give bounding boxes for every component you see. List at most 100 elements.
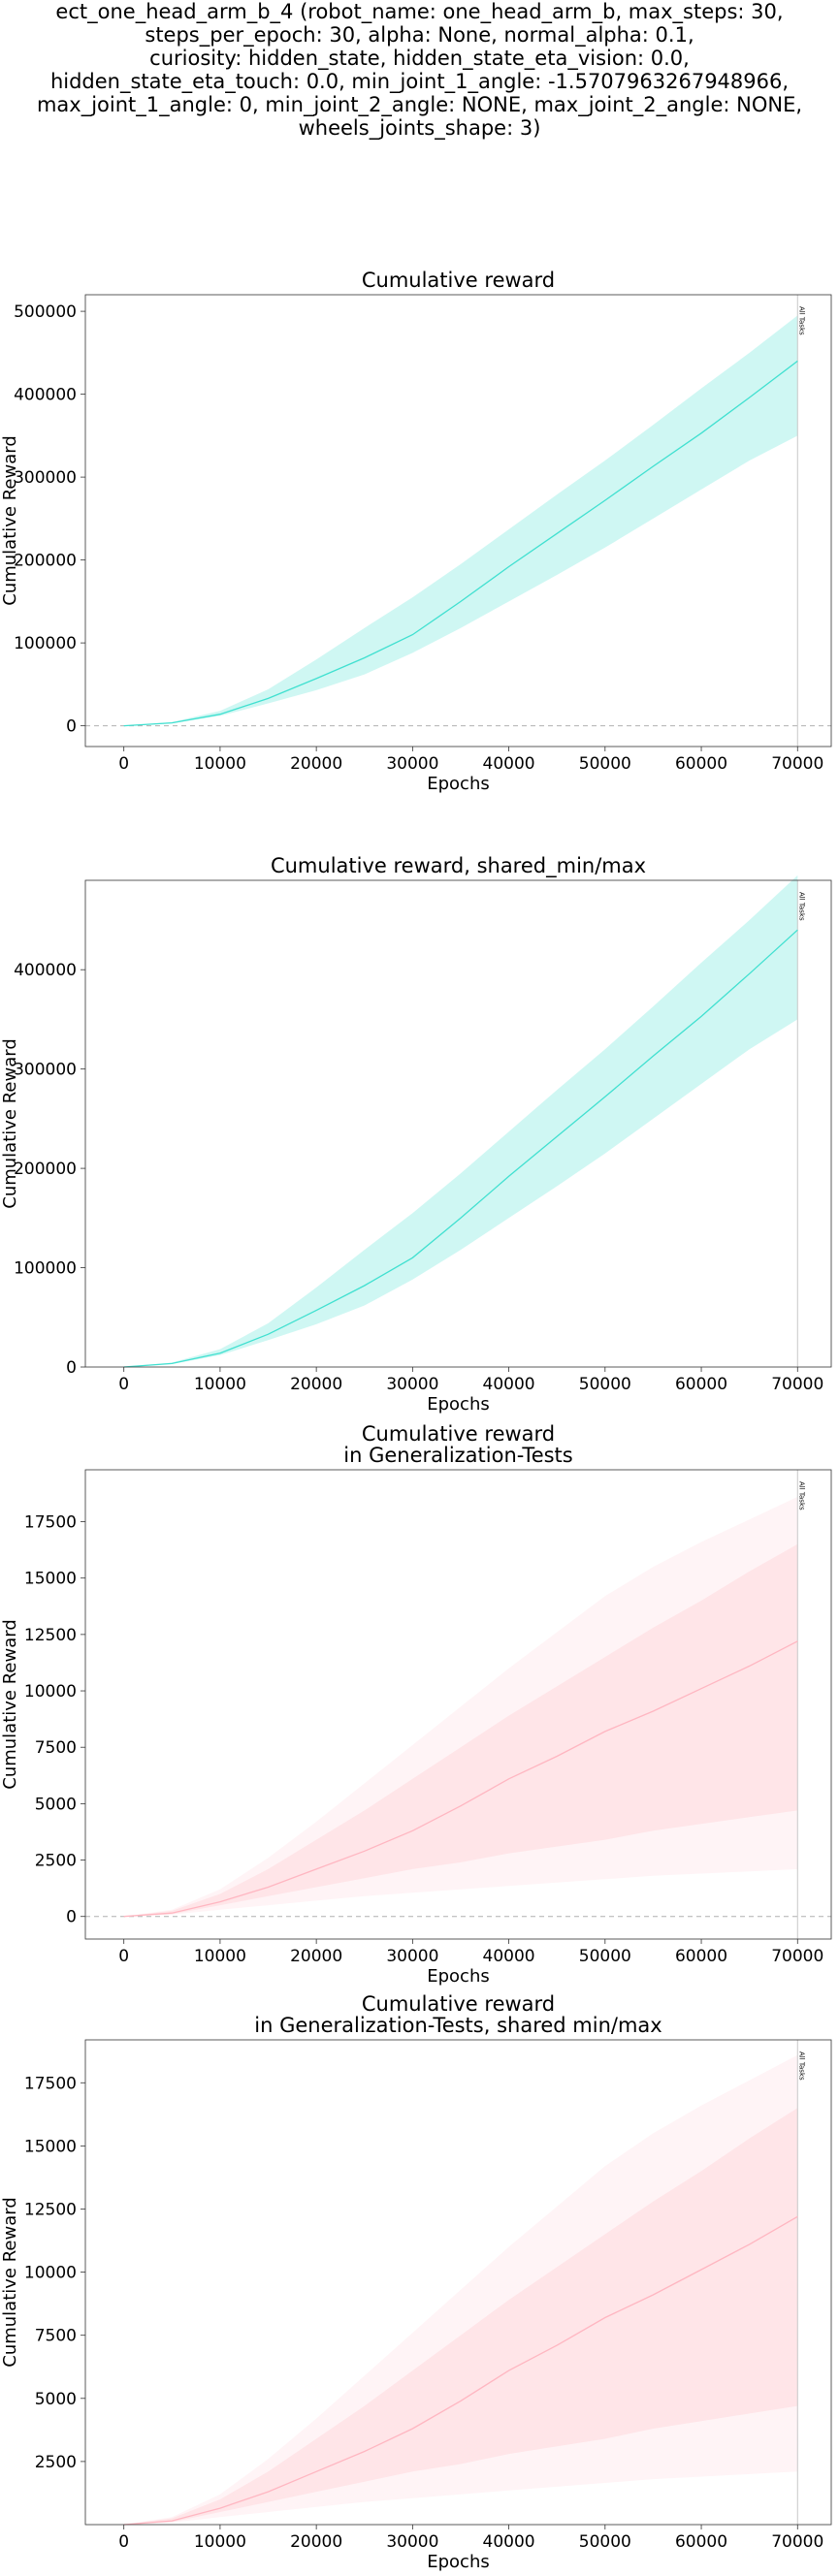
y-tick-label: 300000 (14, 1061, 77, 1080)
figure-suptitle: ect_one_head_arm_b_4 (robot_name: one_he… (0, 0, 839, 140)
x-tick-label: 20000 (290, 1947, 342, 1966)
x-tick-label: 60000 (675, 1375, 727, 1394)
suptitle-line: hidden_state_eta_touch: 0.0, min_joint_1… (49, 70, 790, 93)
x-tick-label: 40000 (483, 1375, 535, 1394)
x-tick-label: 20000 (290, 754, 342, 774)
suptitle-line: wheels_joints_shape: 3) (298, 116, 541, 140)
x-tick-label: 20000 (290, 2532, 342, 2552)
plot-frame (84, 879, 832, 1368)
x-axis-label: Epochs (427, 774, 490, 794)
chart-cumulative-reward-shared: Cumulative reward, shared_min/max All Tas… (0, 854, 832, 1415)
y-tick-label: 0 (66, 1908, 77, 1927)
x-axis-label: Epochs (427, 1394, 490, 1415)
std-band (123, 875, 798, 1367)
y-tick-label: 300000 (14, 468, 77, 488)
chart-cumulative-reward: Cumulative reward All Tasks 0 10000 20000 300… (0, 269, 832, 794)
mean-series-line (123, 2215, 798, 2526)
mean-series-line (123, 1640, 798, 1918)
x-tick-label: 40000 (483, 1947, 535, 1966)
y-tick-label: 500000 (14, 302, 77, 322)
x-tick-label: 50000 (579, 754, 631, 774)
y-tick-label: 17500 (24, 1513, 77, 1533)
chart-title: in Generalization-Tests, shared min/max (254, 2014, 662, 2037)
x-tick-label: 10000 (194, 2532, 246, 2552)
y-axis-label: Cumulative Reward (0, 1038, 20, 1209)
y-tick-label: 15000 (24, 2137, 77, 2156)
x-tick-label: 0 (118, 1375, 129, 1394)
x-tick-label: 30000 (386, 2532, 438, 2552)
x-tick-label: 30000 (386, 754, 438, 774)
x-tick-label: 50000 (579, 1947, 631, 1966)
y-tick-label: 12500 (24, 2200, 77, 2219)
y-tick-label: 0 (66, 1358, 77, 1378)
task-marker-label: All Tasks (797, 892, 805, 921)
std-band (123, 1543, 798, 1917)
suptitle-line: curiosity: hidden_state, hidden_state_et… (149, 47, 690, 70)
x-tick-label: 60000 (675, 754, 727, 774)
y-tick-label: 7500 (35, 2327, 77, 2346)
y-tick-label: 0 (66, 717, 77, 737)
chart-title: Cumulative reward (362, 1992, 555, 2016)
x-tick-label: 10000 (194, 1947, 246, 1966)
y-tick-label: 2500 (35, 1852, 77, 1871)
y-tick-label: 17500 (24, 2074, 77, 2093)
x-tick-label: 0 (118, 2532, 129, 2552)
y-tick-label: 10000 (24, 1682, 77, 1701)
x-tick-label: 50000 (579, 2532, 631, 2552)
chart-title: in Generalization-Tests (343, 1444, 572, 1467)
x-tick-label: 30000 (386, 1375, 438, 1394)
std-band (123, 2108, 798, 2525)
y-axis-label: Cumulative Reward (0, 2197, 20, 2368)
chart-title: Cumulative reward (362, 269, 555, 292)
y-tick-label: 100000 (14, 634, 77, 653)
x-tick-label: 0 (118, 1947, 129, 1966)
chart-title: Cumulative reward, shared_min/max (271, 854, 646, 878)
mean-series-line (123, 360, 798, 727)
y-tick-label: 5000 (35, 2390, 77, 2409)
x-tick-label: 50000 (579, 1375, 631, 1394)
mean-series-line (123, 929, 798, 1368)
x-tick-label: 40000 (483, 2532, 535, 2552)
y-tick-label: 400000 (14, 386, 77, 405)
x-tick-label: 10000 (194, 754, 246, 774)
suptitle-line: steps_per_epoch: 30, alpha: None, normal… (145, 23, 694, 47)
suptitle-line: max_joint_1_angle: 0, min_joint_2_angle:… (36, 93, 803, 116)
std-band (123, 315, 798, 726)
suptitle-line: ect_one_head_arm_b_4 (robot_name: one_he… (55, 0, 784, 23)
task-marker-label: All Tasks (797, 2051, 805, 2081)
x-axis-label: Epochs (427, 2552, 490, 2572)
x-tick-label: 10000 (194, 1375, 246, 1394)
x-axis-label: Epochs (427, 1966, 490, 1987)
chart-title: Cumulative reward (362, 1422, 555, 1446)
y-axis-label: Cumulative Reward (0, 435, 20, 606)
x-tick-label: 20000 (290, 1375, 342, 1394)
min-max-band (123, 1496, 798, 1917)
plot-frame (84, 2039, 832, 2526)
y-tick-label: 2500 (35, 2453, 77, 2472)
y-tick-label: 12500 (24, 1626, 77, 1645)
y-tick-label: 7500 (35, 1738, 77, 1758)
x-tick-label: 40000 (483, 754, 535, 774)
plot-frame (84, 1469, 832, 1940)
x-tick-label: 70000 (771, 2532, 823, 2552)
y-axis-label: Cumulative Reward (0, 1619, 20, 1790)
min-max-band (123, 2054, 798, 2525)
x-tick-label: 60000 (675, 2532, 727, 2552)
x-tick-label: 70000 (771, 1375, 823, 1394)
y-tick-label: 400000 (14, 961, 77, 980)
x-tick-label: 60000 (675, 1947, 727, 1966)
y-tick-label: 100000 (14, 1259, 77, 1279)
x-tick-label: 30000 (386, 1947, 438, 1966)
y-tick-label: 200000 (14, 552, 77, 571)
x-tick-label: 70000 (771, 1947, 823, 1966)
y-tick-label: 15000 (24, 1570, 77, 1589)
x-tick-label: 0 (118, 754, 129, 774)
x-tick-label: 70000 (771, 754, 823, 774)
y-tick-label: 200000 (14, 1160, 77, 1179)
task-marker-label: All Tasks (797, 306, 805, 335)
task-marker-label: All Tasks (797, 1481, 805, 1511)
y-tick-label: 5000 (35, 1795, 77, 1814)
plot-frame (84, 294, 832, 747)
